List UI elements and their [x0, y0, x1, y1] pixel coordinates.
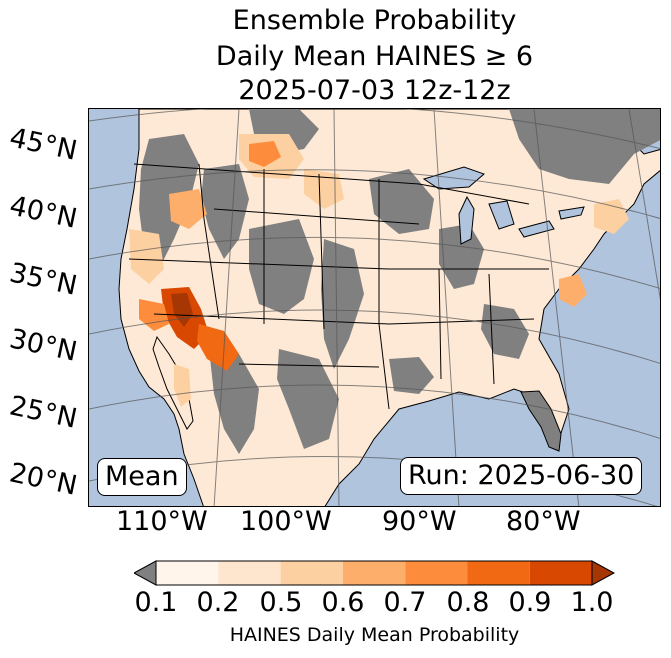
lon-label-90: 90°W — [382, 506, 457, 537]
colorbar-outline — [155, 560, 593, 586]
title-line-2: Daily Mean HAINES ≥ 6 — [215, 41, 534, 72]
colorbar — [134, 560, 616, 586]
map-svg — [89, 109, 660, 506]
colorbar-tick-6: 0.9 — [508, 587, 552, 618]
colorbar-segment-1 — [218, 561, 281, 585]
colorbar-segment-3 — [342, 561, 406, 585]
colorbar-tick-3: 0.6 — [321, 587, 365, 618]
colorbar-tick-0: 0.1 — [134, 587, 178, 618]
lat-label-45: 45°N — [6, 122, 80, 167]
lon-label-80: 80°W — [506, 506, 581, 537]
colorbar-segment-2 — [280, 561, 343, 585]
run-date-box: Run: 2025-06-30 — [400, 457, 643, 495]
colorbar-under-arrow — [134, 560, 157, 586]
colorbar-segment-5 — [467, 561, 530, 585]
colorbar-tick-1: 0.2 — [196, 587, 240, 618]
lon-label-100: 100°W — [240, 506, 332, 537]
lat-label-20: 20°N — [6, 457, 80, 502]
colorbar-tick-7: 1.0 — [570, 587, 614, 618]
map-panel — [88, 108, 661, 507]
colorbar-over-arrow — [591, 560, 616, 586]
lat-label-40: 40°N — [6, 190, 80, 235]
colorbar-segment-6 — [529, 561, 593, 585]
colorbar-label: HAINES Daily Mean Probability — [229, 624, 520, 646]
colorbar-segment-0 — [156, 561, 219, 585]
lat-label-30: 30°N — [6, 323, 80, 368]
stat-box: Mean — [97, 458, 187, 496]
colorbar-tick-5: 0.8 — [446, 587, 490, 618]
colorbar-tick-2: 0.5 — [259, 587, 303, 618]
colorbar-segment-4 — [405, 561, 468, 585]
lat-label-25: 25°N — [6, 390, 80, 435]
lon-label-110: 110°W — [116, 506, 208, 537]
state-borders — [128, 163, 549, 410]
title-line-1: Ensemble Probability — [232, 5, 517, 36]
colorbar-tick-4: 0.7 — [383, 587, 427, 618]
title-line-3: 2025-07-03 12z-12z — [238, 75, 511, 106]
probability-patches — [129, 134, 629, 407]
lat-label-35: 35°N — [6, 257, 80, 302]
land-florida — [520, 390, 562, 452]
